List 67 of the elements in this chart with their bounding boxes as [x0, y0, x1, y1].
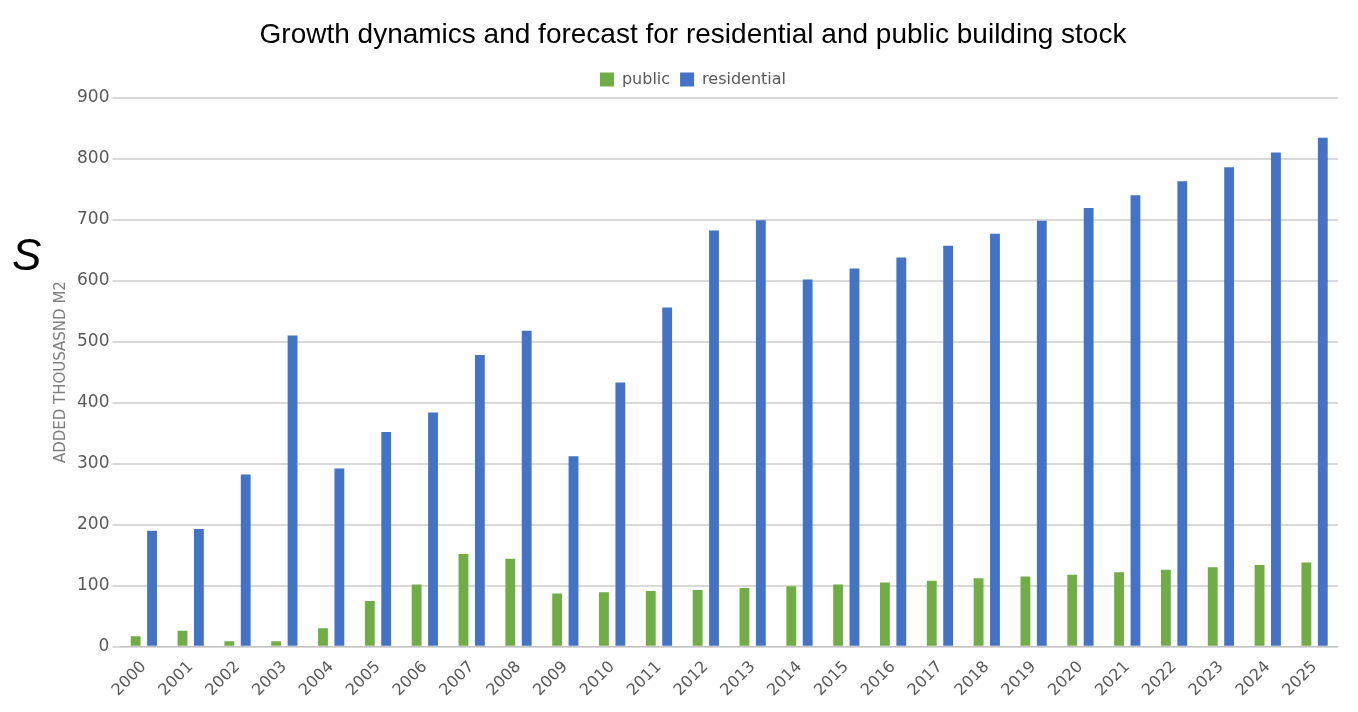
bar: [1177, 181, 1188, 646]
bar: [1130, 195, 1141, 646]
bar: [318, 628, 328, 646]
bar: [334, 468, 345, 646]
bar: [709, 230, 719, 646]
bar: [240, 474, 251, 646]
y-tick-label: 800: [76, 147, 110, 168]
bar: [193, 528, 204, 646]
bar: [1020, 576, 1031, 646]
bar: [1083, 208, 1094, 646]
bar: [381, 431, 392, 646]
text: S: [12, 229, 42, 279]
y-tick-label: 600: [76, 269, 110, 290]
bar: [1207, 567, 1218, 646]
bar: [896, 257, 907, 646]
bar: [645, 591, 656, 646]
bar: [1224, 167, 1235, 646]
bar: [880, 582, 890, 646]
bar: [474, 355, 485, 646]
legend-label: residential: [702, 68, 787, 88]
chart-title: Growth dynamics and forecast for residential and public building stock: [259, 17, 1128, 49]
bar: [755, 220, 766, 646]
bar: [692, 589, 703, 646]
bar: [271, 641, 282, 646]
bar: [849, 268, 860, 646]
bar: [552, 593, 563, 646]
bar: [802, 279, 813, 646]
y-tick-label: 200: [76, 513, 110, 534]
bar: [130, 636, 141, 646]
bar: [943, 245, 954, 646]
bar: [990, 233, 1000, 646]
y-tick-label: 0: [98, 635, 110, 656]
y-tick-label: 400: [76, 391, 110, 412]
bar: [568, 456, 579, 646]
y-tick-label: 700: [76, 208, 110, 229]
bar: [926, 580, 937, 646]
bar: [1114, 572, 1124, 646]
y-tick-label: 900: [76, 86, 110, 107]
bar: [786, 586, 797, 646]
bar: [599, 592, 609, 646]
bar: [615, 382, 626, 646]
bar: [662, 307, 673, 646]
bar: [1036, 220, 1047, 646]
bar: [147, 530, 157, 646]
bar: [364, 600, 375, 646]
bar: [505, 558, 516, 646]
bar: [739, 588, 750, 646]
bar: [1254, 564, 1265, 646]
bar: [224, 641, 235, 646]
bar: [411, 584, 422, 646]
y-tick-label: 300: [76, 452, 110, 473]
bar: [428, 412, 438, 646]
bar: [973, 578, 984, 646]
y-tick-label: 100: [76, 574, 110, 595]
bar: [1067, 574, 1078, 646]
bar: [1271, 152, 1281, 646]
bar: [458, 553, 469, 646]
bar: [1301, 562, 1312, 646]
y-tick-label: 500: [76, 330, 110, 351]
bar: [1317, 137, 1328, 646]
bar: [1160, 569, 1171, 646]
y-axis-title: ADDED THOUSASND M2: [50, 281, 69, 464]
bar: [177, 630, 188, 646]
bar: [833, 584, 844, 646]
bar: [521, 330, 532, 646]
bar: [287, 335, 298, 646]
legend-label: public: [621, 68, 671, 88]
